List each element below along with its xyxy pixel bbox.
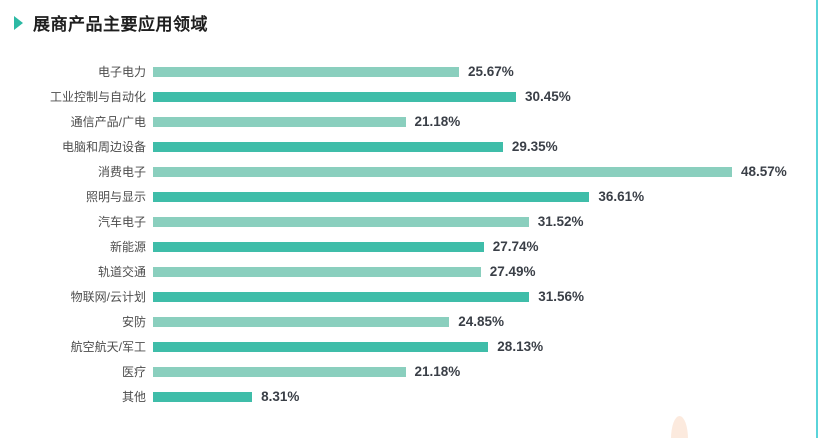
chart-row: 电脑和周边设备 29.35% xyxy=(0,134,800,159)
chart-row: 汽车电子 31.52% xyxy=(0,209,800,234)
chart-row: 航空航天/军工 28.13% xyxy=(0,334,800,359)
triangle-bullet-icon xyxy=(14,15,23,30)
chart-row: 医疗 21.18% xyxy=(0,359,800,384)
category-label: 医疗 xyxy=(121,365,146,379)
value-label: 24.85% xyxy=(458,314,504,329)
chart-row: 其他 8.31% xyxy=(0,384,800,409)
category-label: 电脑和周边设备 xyxy=(61,140,146,154)
category-label: 轨道交通 xyxy=(97,265,146,279)
chart-title: 展商产品主要应用领域 xyxy=(33,15,208,34)
chart-row: 照明与显示 36.61% xyxy=(0,184,800,209)
bar xyxy=(153,316,450,327)
bar-track: 29.35% xyxy=(146,139,800,154)
value-label: 21.18% xyxy=(414,114,461,129)
value-label: 36.61% xyxy=(598,189,645,204)
value-label: 27.49% xyxy=(489,264,536,279)
bar xyxy=(153,291,530,302)
category-label: 工业控制与自动化 xyxy=(49,90,146,104)
value-label: 48.57% xyxy=(741,164,787,179)
bar xyxy=(153,66,459,77)
chart-row: 工业控制与自动化 30.45% xyxy=(0,84,800,109)
bar xyxy=(153,166,732,177)
bar-track: 30.45% xyxy=(146,89,800,104)
bar xyxy=(153,216,529,227)
chart-row: 安防 24.85% xyxy=(0,309,800,334)
value-label: 28.13% xyxy=(497,339,544,354)
bar xyxy=(153,266,481,277)
category-label: 物联网/云计划 xyxy=(70,290,146,304)
value-label: 29.35% xyxy=(511,139,558,154)
value-label: 30.45% xyxy=(525,89,571,104)
bar-track: 31.52% xyxy=(146,214,800,229)
bar-track: 21.18% xyxy=(146,364,800,379)
category-label: 汽车电子 xyxy=(97,215,146,229)
category-label: 电子电力 xyxy=(97,65,146,79)
value-label: 8.31% xyxy=(261,389,300,404)
bar-track: 25.67% xyxy=(146,64,800,79)
bar xyxy=(153,116,406,127)
horizontal-bar-chart: 电子电力 25.67% 工业控制与自动化 30.45% 通信产品/广电 21.18% 电脑和… xyxy=(0,59,800,409)
decorative-shape xyxy=(671,416,688,438)
chart-row: 电子电力 25.67% xyxy=(0,59,800,84)
value-label: 21.18% xyxy=(414,364,461,379)
bar-track: 31.56% xyxy=(146,289,800,304)
category-label: 航空航天/军工 xyxy=(70,340,146,354)
category-label: 消费电子 xyxy=(97,165,146,179)
category-label: 新能源 xyxy=(109,240,146,254)
chart-row: 轨道交通 27.49% xyxy=(0,259,800,284)
bar-track: 27.49% xyxy=(146,264,800,279)
chart-row: 通信产品/广电 21.18% xyxy=(0,109,800,134)
category-label: 其他 xyxy=(121,390,146,404)
bar xyxy=(153,391,253,402)
bar xyxy=(153,91,516,102)
bar-track: 28.13% xyxy=(146,339,800,354)
bar xyxy=(153,241,484,252)
category-label: 照明与显示 xyxy=(85,190,146,204)
category-label: 安防 xyxy=(121,315,146,329)
bar xyxy=(153,366,406,377)
bar-track: 24.85% xyxy=(146,314,800,329)
chart-row: 物联网/云计划 31.56% xyxy=(0,284,800,309)
value-label: 31.56% xyxy=(538,289,584,304)
bar xyxy=(153,341,489,352)
bar-track: 8.31% xyxy=(146,389,800,404)
value-label: 27.74% xyxy=(492,239,539,254)
chart-row: 新能源 27.74% xyxy=(0,234,800,259)
bar-track: 21.18% xyxy=(146,114,800,129)
category-label: 通信产品/广电 xyxy=(70,115,146,129)
bar-track: 36.61% xyxy=(146,189,800,204)
bar-track: 48.57% xyxy=(146,164,800,179)
chart-row: 消费电子 48.57% xyxy=(0,159,800,184)
page-right-border xyxy=(816,0,818,438)
chart-title-row: 展商产品主要应用领域 xyxy=(14,10,208,35)
value-label: 31.52% xyxy=(537,214,584,229)
bar xyxy=(153,191,590,202)
value-label: 25.67% xyxy=(468,64,514,79)
bar-track: 27.74% xyxy=(146,239,800,254)
bar xyxy=(153,141,503,152)
